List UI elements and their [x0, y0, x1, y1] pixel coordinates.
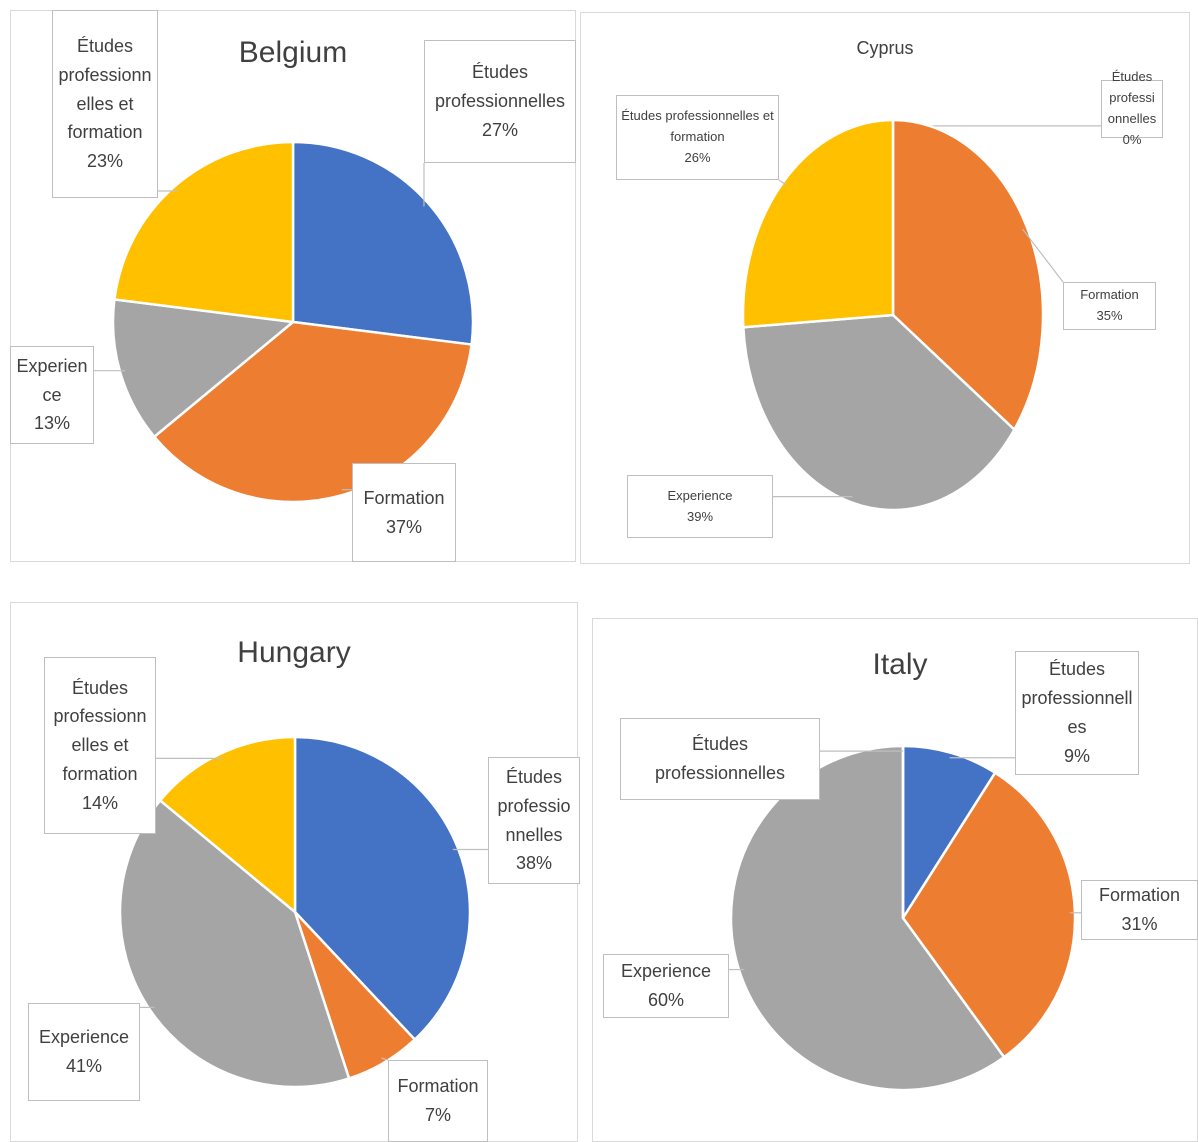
pie-slice: [152, 320, 473, 504]
leader-line: [381, 1057, 389, 1061]
category-label: Experience: [38, 1027, 130, 1048]
data-label: Études professionnelles 0%: [1101, 69, 1163, 147]
pie-slice: [158, 735, 297, 915]
pie-slice: [291, 140, 475, 346]
category-label: Études professionnelles: [1107, 69, 1157, 126]
data-label: Formation 7%: [388, 1060, 488, 1142]
value-label: 41%: [65, 1056, 103, 1076]
pie-slice: [293, 735, 472, 1042]
chart-panel: [580, 12, 1190, 564]
data-label: Études professionnelles 27%: [424, 40, 576, 163]
data-label: Experience 60%: [603, 954, 729, 1018]
data-label: Études professionnelles 9%: [1015, 651, 1139, 775]
category-label: Formation: [1080, 287, 1139, 303]
pie-slice: [113, 140, 295, 324]
chart-panel: [10, 10, 576, 562]
data-label: Formation 35%: [1063, 282, 1156, 330]
data-label: Études professionnelles et formation 26%: [616, 95, 779, 180]
value-label: 37%: [385, 516, 423, 537]
chart-title: Italy: [872, 648, 928, 681]
category-label: Études professionnelles et formation: [53, 677, 147, 784]
pie-slice: [741, 313, 1016, 512]
data-label: Études professionnelles et formation 14%: [44, 657, 156, 834]
category-label: Experience: [620, 961, 712, 982]
value-label: 23%: [86, 151, 124, 172]
category-label: Formation: [1098, 885, 1181, 906]
value-label: 26%: [684, 149, 711, 165]
pie-slice: [891, 118, 1045, 432]
pie-slice: [111, 298, 297, 439]
category-label: Études professionnelles: [654, 734, 786, 783]
data-label: Experience 39%: [627, 475, 773, 538]
value-label: 35%: [1096, 308, 1123, 323]
value-label: 38%: [515, 853, 553, 874]
category-label: Études professionnelles: [497, 766, 571, 845]
leader-line: [778, 179, 788, 187]
data-label: Études professionnelles et formation 23%: [52, 10, 158, 198]
value-label: 31%: [1121, 914, 1158, 934]
data-label: Experience 41%: [28, 1003, 140, 1101]
value-label: 7%: [424, 1105, 451, 1125]
pie-slice: [741, 118, 895, 329]
value-label: 60%: [647, 990, 685, 1010]
value-label: 0%: [1122, 131, 1142, 147]
data-label: Formation 37%: [352, 463, 456, 562]
category-label: Études professionnelles et formation: [58, 36, 152, 143]
pie-slice: [118, 798, 351, 1089]
value-label: 9%: [1063, 745, 1090, 766]
category-label: Experience: [667, 487, 733, 503]
data-label: Formation 31%: [1081, 880, 1198, 940]
category-label: Études professionnelles: [1021, 659, 1133, 737]
chart-title: Belgium: [238, 36, 348, 69]
category-label: Experience: [16, 355, 88, 405]
value-label: 13%: [33, 413, 71, 434]
category-label: Formation: [397, 1076, 479, 1097]
data-label: Études professionnelles 38%: [488, 757, 580, 884]
data-label: Experience 13%: [10, 346, 94, 444]
pie-slice: [901, 744, 997, 923]
value-label: 14%: [81, 792, 119, 813]
chart-title: Cyprus: [856, 38, 914, 58]
category-label: Formation: [363, 487, 445, 508]
value-label: 27%: [481, 119, 519, 140]
value-label: 39%: [686, 508, 714, 524]
category-label: Études professionnelles et formation: [621, 108, 774, 145]
leader-line: [1022, 228, 1064, 283]
category-label: Études professionnelles: [434, 62, 566, 112]
data-label: Études professionnelles: [620, 718, 820, 800]
chart-title: Hungary: [237, 636, 351, 669]
